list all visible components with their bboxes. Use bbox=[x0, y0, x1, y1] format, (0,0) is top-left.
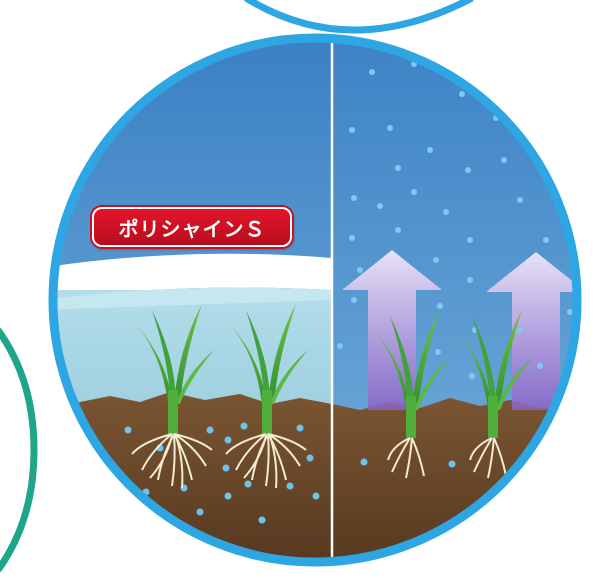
soil-right bbox=[332, 398, 577, 562]
evaporation-arrow-icon bbox=[486, 252, 577, 410]
main-circle-ring bbox=[48, 33, 582, 567]
rice-seedling-icon bbox=[225, 304, 308, 489]
rice-seedling-icon bbox=[454, 310, 534, 479]
top-circle-ring bbox=[244, 0, 474, 34]
rice-seedling-icon bbox=[131, 304, 214, 489]
water-bubble-icon bbox=[360, 458, 456, 468]
evaporation-arrow-icon bbox=[342, 250, 442, 410]
rice-seedling-icon bbox=[372, 310, 452, 479]
product-label-badge: ポリシャインＳ bbox=[92, 207, 292, 247]
teal-circle-ring bbox=[0, 327, 38, 573]
